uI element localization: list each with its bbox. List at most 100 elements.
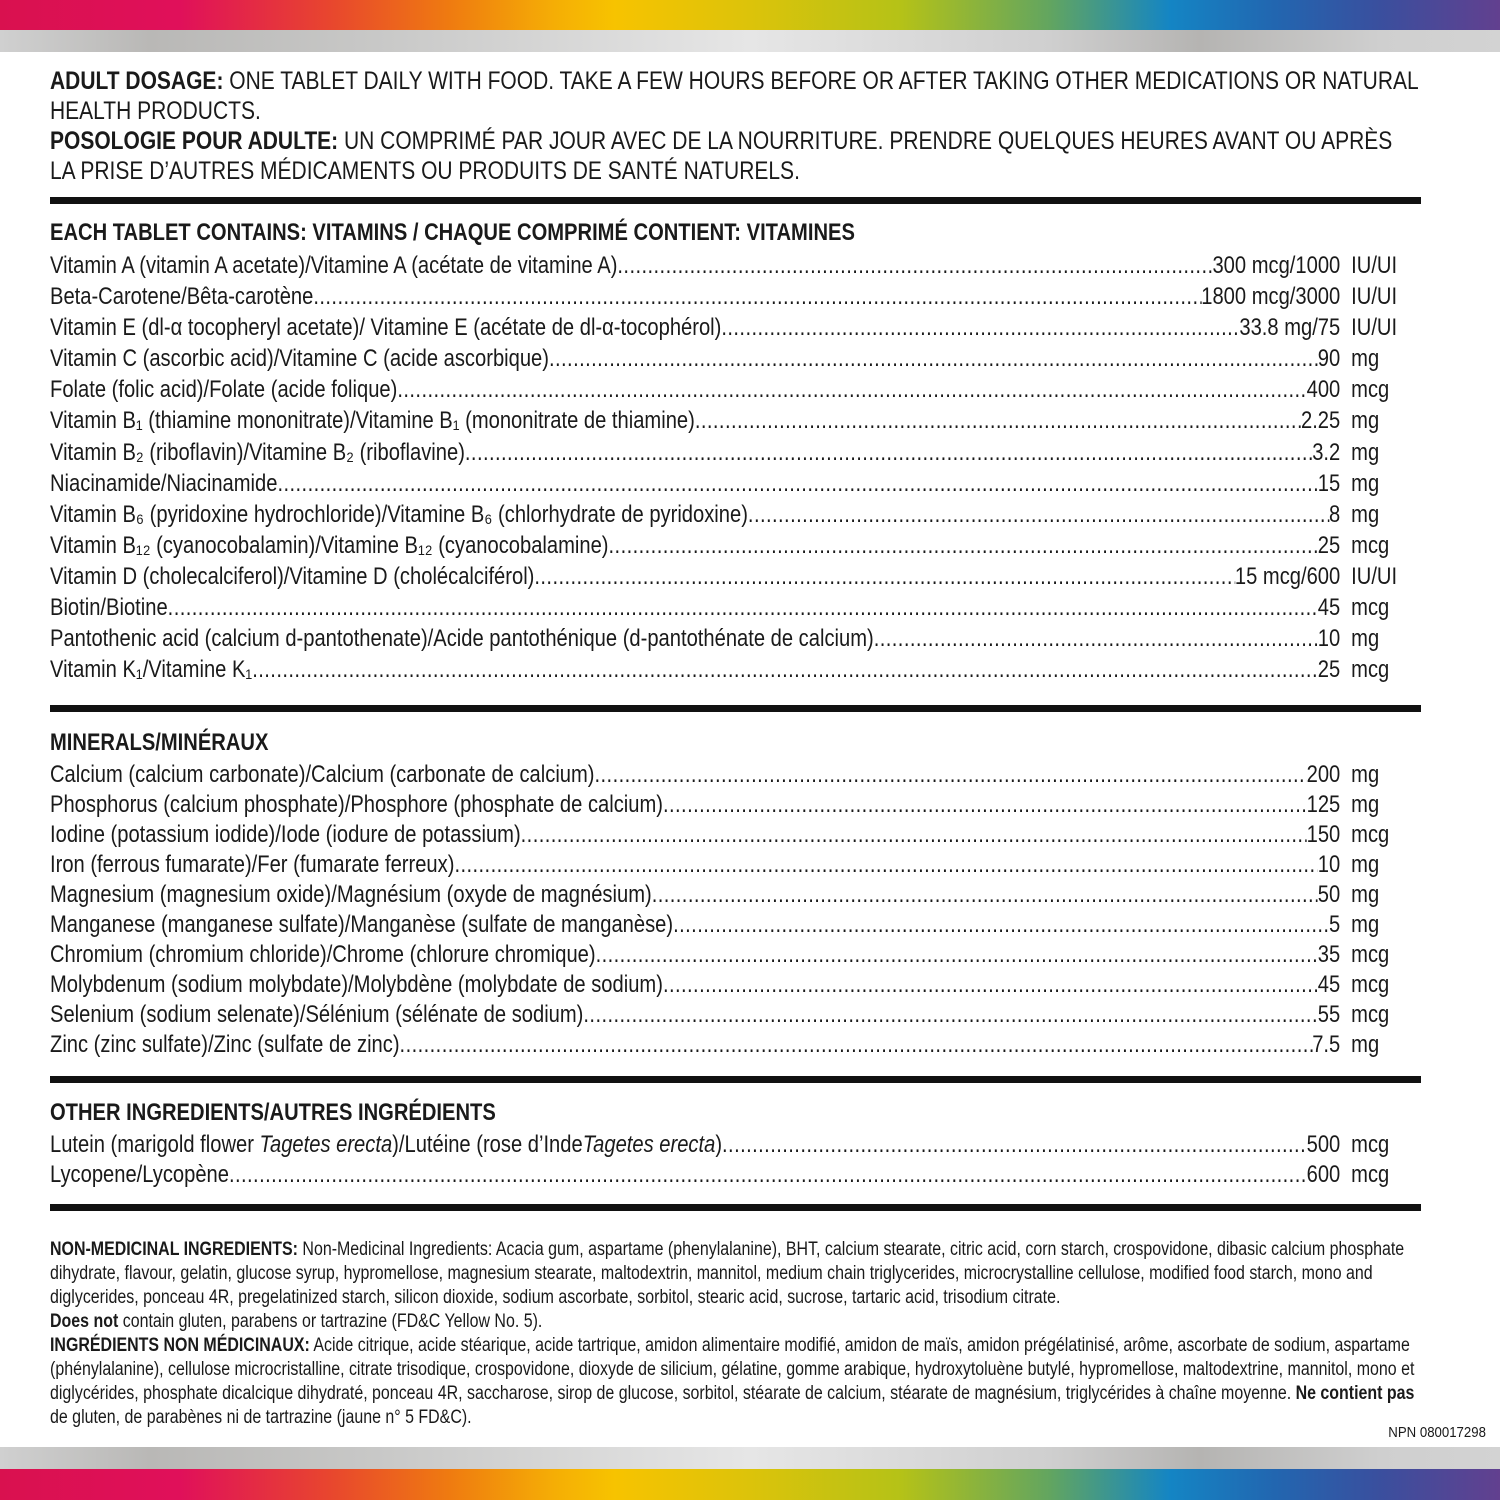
dosage-english: ADULT DOSAGE: ONE TABLET DAILY WITH FOOD… [50,66,1419,126]
ingredient-amount: 150 [1306,821,1341,848]
ingredient-row: Calcium (calcium carbonate)/Calcium (car… [50,760,1400,790]
ingredient-name: Iron (ferrous fumarate)/Fer (fumarate fe… [50,851,455,878]
ingredient-unit: mg [1351,761,1380,788]
npn-number: NPN 080017298 [1388,1424,1486,1441]
allergen-en-text: contain gluten, parabens or tartrazine (… [118,1311,543,1332]
ingredient-row: Folate (folic acid)/Folate (acide foliqu… [50,374,1400,405]
vitamins-heading: EACH TABLET CONTAINS: VITAMINS / CHAQUE … [50,219,855,246]
ingredient-name: Chromium (chromium chloride)/Chrome (chl… [50,941,596,968]
ingredient-unit: mg [1351,438,1380,466]
leader-dots [400,1030,1313,1060]
ingredient-unit: mcg [1351,531,1390,559]
ingredient-name: Zinc (zinc sulfate)/Zinc (sulfate de zin… [50,1031,400,1058]
ingredient-amount: 8 [1329,500,1341,528]
ingredient-amount: 600 [1306,1161,1341,1188]
minerals-section: MINERALS/MINÉRAUX Calcium (calcium carbo… [50,728,1400,1060]
ingredient-unit: IU/UI [1351,283,1398,311]
ingredient-unit: mcg [1351,971,1390,998]
ingredient-amount: 25 [1317,531,1341,559]
leader-dots [277,468,1317,499]
nm-fr-text: Acide citrique, acide stéarique, acide t… [50,1335,1415,1404]
ingredient-amount: 400 [1306,376,1341,404]
ingredient-row: Biotin/Biotine 45 mcg [50,592,1400,623]
ingredient-unit: mcg [1351,821,1390,848]
ingredient-name: Vitamin C (ascorbic acid)/Vitamine C (ac… [50,345,549,373]
ingredient-unit: mcg [1351,1161,1390,1188]
leader-dots [595,760,1307,790]
lutein-species: Tagetes erecta [582,1131,716,1158]
ingredient-amount: 1800 mcg/3000 [1201,283,1341,311]
ingredient-row: Vitamin C (ascorbic acid)/Vitamine C (ac… [50,343,1400,374]
ingredient-unit: mg [1351,911,1380,938]
ingredient-name: Calcium (calcium carbonate)/Calcium (car… [50,761,595,788]
allergen-english: Does not contain gluten, parabens or tar… [50,1310,1415,1334]
ingredient-row: Chromium (chromium chloride)/Chrome (chl… [50,940,1400,970]
ingredient-row: Vitamin K₁/Vitamine K₁ 25 mcg [50,654,1400,685]
ingredient-unit: mcg [1351,594,1390,622]
leader-dots [534,561,1234,592]
nm-en-text: Non-Medicinal Ingredients: Acacia gum, a… [50,1239,1405,1308]
non-medicinal-french: INGRÉDIENTS NON MÉDICINAUX: Acide citriq… [50,1334,1415,1430]
ingredient-row: Phosphorus (calcium phosphate)/Phosphore… [50,790,1400,820]
ingredient-amount: 15 mcg/600 [1234,562,1341,590]
ingredient-amount: 10 [1317,851,1341,878]
ingredient-unit: mg [1351,407,1380,435]
ingredient-amount: 2.25 [1300,407,1341,435]
ingredient-amount: 125 [1306,791,1341,818]
leader-dots [617,250,1212,281]
divider-rule [50,1204,1421,1211]
ingredient-amount: 5 [1329,911,1341,938]
lutein-species: Tagetes erecta [259,1131,393,1158]
top-silver-band [0,30,1500,52]
non-medicinal-section: NON-MEDICINAL INGREDIENTS: Non-Medicinal… [50,1238,1415,1430]
ingredient-row: Selenium (sodium selenate)/Sélénium (sél… [50,1000,1400,1030]
divider-rule [50,1076,1421,1083]
ingredient-row: Niacinamide/Niacinamide 15 mg [50,468,1400,499]
leader-dots [454,850,1317,880]
ingredient-row: Vitamin B₁₂ (cyanocobalamin)/Vitamine B₁… [50,530,1400,561]
dosage-french: POSOLOGIE POUR ADULTE: UN COMPRIMÉ PAR J… [50,126,1419,186]
ingredient-name: Pantothenic acid (calcium d-pantothenate… [50,625,874,653]
ingredient-row: Vitamin B₆ (pyridoxine hydrochloride)/Vi… [50,499,1400,530]
ingredient-unit: IU/UI [1351,314,1398,342]
ingredient-amount: 25 [1317,656,1341,684]
ingredient-row: Beta-Carotene/Bêta-carotène 1800 mcg/3000… [50,281,1400,312]
nm-en-label: NON-MEDICINAL INGREDIENTS: [50,1239,298,1260]
vitamins-list: Vitamin A (vitamin A acetate)/Vitamine A… [50,250,1400,685]
leader-dots [722,1130,1307,1160]
leader-dots [695,405,1301,436]
ingredient-amount: 45 [1317,594,1341,622]
ingredient-amount: 7.5 [1312,1031,1341,1058]
ingredient-name: Magnesium (magnesium oxide)/Magnésium (o… [50,881,652,908]
ingredient-unit: mcg [1351,1001,1390,1028]
leader-dots [229,1160,1307,1190]
ingredient-unit: mg [1351,345,1380,373]
ingredient-amount: 15 [1317,469,1341,497]
ingredient-amount: 10 [1317,625,1341,653]
ingredient-amount: 300 mcg/1000 [1212,252,1341,279]
ingredient-row: Iron (ferrous fumarate)/Fer (fumarate fe… [50,850,1400,880]
ingredient-name: Niacinamide/Niacinamide [50,469,278,497]
bottom-rainbow-band [0,1469,1500,1500]
other-heading: OTHER INGREDIENTS/AUTRES INGRÉDIENTS [50,1099,496,1126]
ingredient-name: Selenium (sodium selenate)/Sélénium (sél… [50,1001,584,1028]
lutein-name-part: Lutein (marigold flower [50,1131,260,1158]
leader-dots [748,499,1329,530]
ingredient-row-lutein: Lutein (marigold flower Tagetes erecta)/… [50,1130,1400,1160]
ingredient-amount: 45 [1317,971,1341,998]
ingredient-unit: mg [1351,851,1380,878]
vitamins-section: EACH TABLET CONTAINS: VITAMINS / CHAQUE … [50,218,1400,685]
leader-dots [521,820,1307,850]
ingredient-name: Lycopene/Lycopène [50,1161,229,1188]
ingredient-amount: 500 [1306,1131,1341,1158]
ingredient-amount: 3.2 [1312,438,1341,466]
ingredient-row: Molybdenum (sodium molybdate)/Molybdène … [50,970,1400,1000]
ingredient-row: Magnesium (magnesium oxide)/Magnésium (o… [50,880,1400,910]
ingredient-amount: 35 [1317,941,1341,968]
ingredient-unit: IU/UI [1351,252,1398,279]
leader-dots [549,343,1318,374]
leader-dots [596,940,1318,970]
ingredient-amount: 55 [1317,1001,1341,1028]
lutein-name-part: ) [715,1131,723,1158]
ingredient-amount: 33.8 mg/75 [1239,314,1341,342]
